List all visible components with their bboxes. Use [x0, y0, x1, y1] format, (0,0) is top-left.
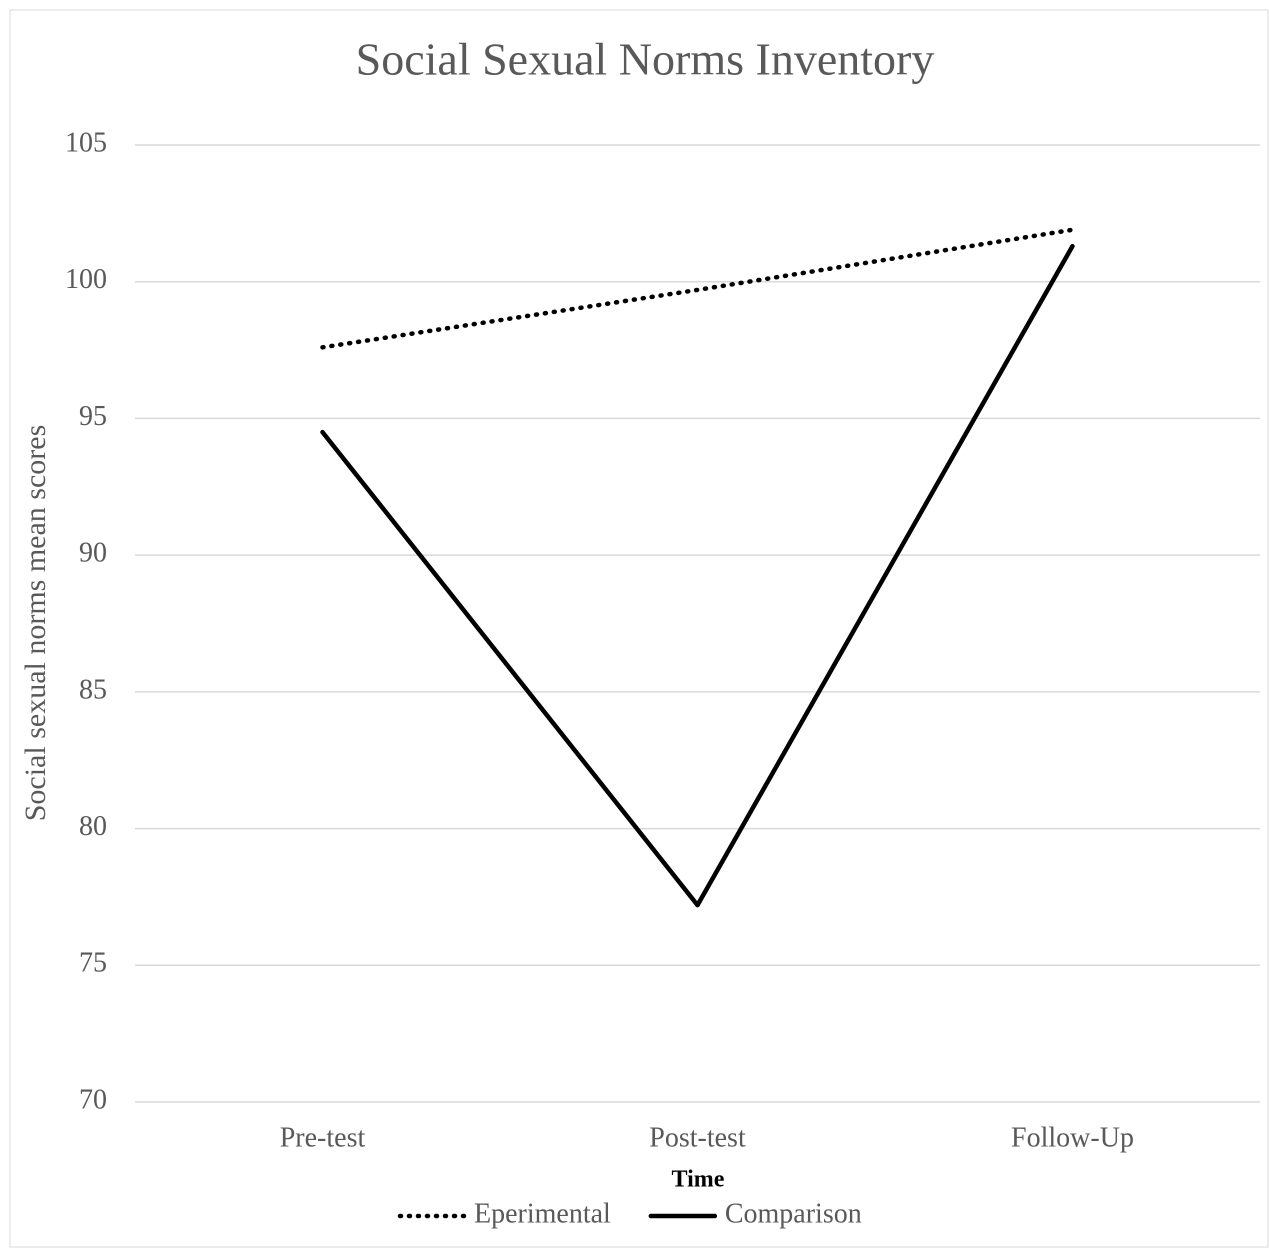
x-axis-label: Time	[672, 1167, 725, 1193]
x-tick-label: Pre-test	[280, 1122, 366, 1153]
y-tick-label: 75	[79, 948, 107, 979]
series-line	[320, 227, 1075, 350]
y-tick-label: 85	[79, 674, 107, 705]
y-tick-label: 105	[65, 127, 107, 158]
x-tick-label: Post-test	[649, 1122, 746, 1153]
legend-label: Eperimental	[474, 1198, 611, 1229]
y-tick-label: 90	[79, 538, 107, 569]
y-tick-label: 80	[79, 811, 107, 842]
legend-label: Comparison	[725, 1198, 862, 1229]
y-tick-label: 70	[79, 1084, 107, 1115]
series-line	[320, 243, 1075, 908]
y-tick-label: 95	[79, 401, 107, 432]
x-tick-label: Follow-Up	[1011, 1122, 1134, 1153]
y-axis-label: Social sexual norms mean scores	[19, 425, 52, 822]
y-tick-label: 100	[65, 264, 107, 295]
chart-title: Social Sexual Norms Inventory	[356, 34, 935, 85]
chart-border	[9, 9, 1269, 1248]
